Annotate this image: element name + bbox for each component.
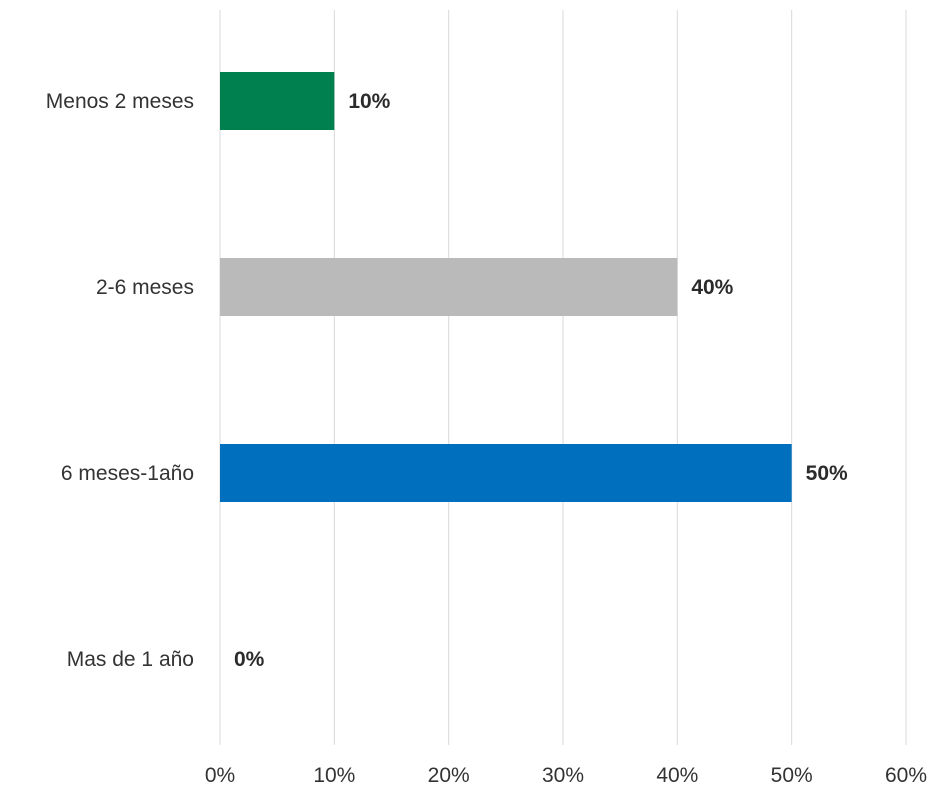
x-tick-label: 50% bbox=[771, 764, 813, 787]
bars bbox=[220, 72, 792, 502]
x-axis-tick-labels: 0% 10% 20% 30% 40% 50% 60% bbox=[205, 764, 927, 787]
x-tick-label: 0% bbox=[205, 764, 235, 787]
bar bbox=[220, 72, 335, 130]
data-label: 0% bbox=[234, 648, 265, 671]
x-tick-label: 40% bbox=[656, 764, 698, 787]
category-label: Mas de 1 año bbox=[67, 648, 194, 671]
category-label: 2-6 meses bbox=[96, 276, 194, 299]
data-label: 40% bbox=[691, 276, 733, 299]
bar bbox=[220, 258, 678, 316]
x-tick-label: 30% bbox=[542, 764, 584, 787]
gridlines bbox=[219, 10, 907, 745]
category-label: 6 meses-1año bbox=[61, 462, 194, 485]
x-tick-label: 10% bbox=[313, 764, 355, 787]
data-labels: 10% 40% 50% 0% bbox=[234, 90, 848, 671]
data-label: 10% bbox=[348, 90, 390, 113]
category-label: Menos 2 meses bbox=[46, 90, 194, 113]
x-tick-label: 60% bbox=[885, 764, 927, 787]
x-tick-label: 20% bbox=[428, 764, 470, 787]
data-label: 50% bbox=[806, 462, 848, 485]
category-labels: Menos 2 meses 2-6 meses 6 meses-1año Mas de… bbox=[46, 90, 194, 671]
bar bbox=[220, 444, 792, 502]
